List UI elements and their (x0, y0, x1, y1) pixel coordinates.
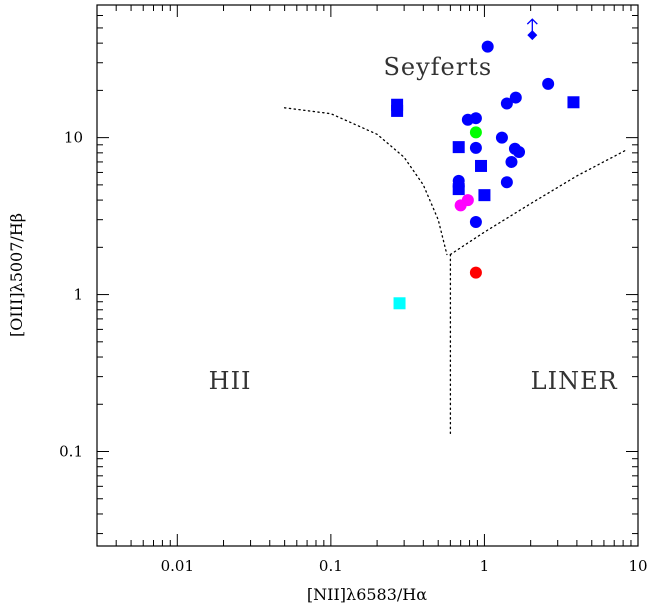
data-point-circle (469, 216, 482, 229)
data-point-circle (500, 97, 513, 110)
liner-seyfert-boundary (449, 148, 628, 256)
region-labels: Seyferts HII LINER (209, 53, 618, 395)
data-point-square (567, 96, 580, 109)
data-point-circle (505, 155, 518, 168)
data-point-circle (513, 145, 526, 158)
y-axis-label: [OIII]λ5007/Hβ (7, 213, 26, 337)
lower-limit-arrow (526, 18, 538, 32)
y-tick-label: 0.1 (59, 443, 83, 461)
tick-labels: 0.01 0.1 1 10 0.1 1 10 (59, 129, 647, 575)
axis-ticks (96, 4, 639, 546)
y-tick-label: 1 (73, 286, 83, 304)
data-point-diamond (527, 30, 538, 41)
y-tick-label: 10 (64, 129, 83, 147)
data-point-square (478, 189, 491, 202)
data-point-circle (461, 194, 474, 207)
x-tick-label: 10 (628, 557, 647, 575)
region-label: LINER (531, 367, 618, 395)
x-tick-label: 0.1 (319, 557, 343, 575)
x-tick-label: 0.01 (161, 557, 194, 575)
data-point-circle (500, 176, 513, 189)
data-point-square (452, 141, 465, 154)
plot-frame (96, 4, 639, 547)
region-label: HII (209, 367, 252, 395)
data-point-square (452, 183, 465, 196)
x-tick-label: 1 (480, 557, 490, 575)
classification-boundaries (283, 107, 628, 435)
data-point-circle (509, 91, 522, 104)
data-point-circle (469, 266, 482, 279)
data-point-square (475, 159, 488, 172)
hii-boundary (283, 107, 448, 256)
data-point-circle (461, 113, 474, 126)
data-point-circle (495, 131, 508, 144)
data-points (391, 18, 580, 310)
data-point-square (391, 104, 404, 117)
data-point-circle (542, 77, 555, 90)
region-label: Seyferts (383, 53, 492, 81)
data-point-circle (469, 126, 482, 139)
x-axis-label: [NII]λ6583/Hα (307, 585, 427, 604)
data-point-square (393, 297, 406, 310)
data-point-circle (469, 141, 482, 154)
data-point-circle (481, 40, 494, 53)
